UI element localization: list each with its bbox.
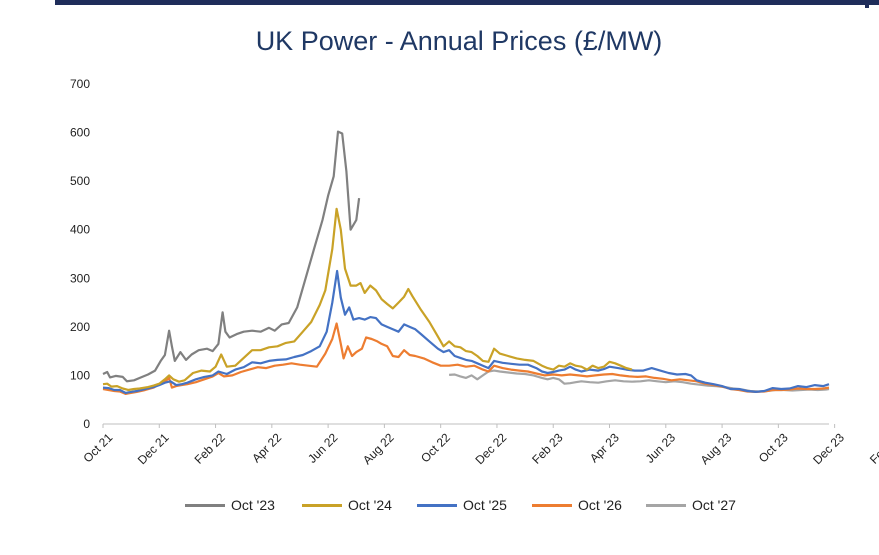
series-lines xyxy=(102,130,830,395)
y-tick-label: 300 xyxy=(70,271,90,285)
x-tick-text: Aug 22 xyxy=(360,430,397,467)
x-tick-label: Oct 22 xyxy=(418,430,453,465)
x-tick-label: Aug 22 xyxy=(360,430,397,467)
x-tick-text: Aug 23 xyxy=(698,430,735,467)
series-line-oct-26 xyxy=(102,322,830,395)
x-tick-text: Oct 23 xyxy=(756,430,791,465)
y-tick-label: 200 xyxy=(70,320,90,334)
x-tick-label: Dec 22 xyxy=(473,430,510,467)
chart-title: UK Power - Annual Prices (£/MW) xyxy=(255,26,663,56)
legend-swatch xyxy=(417,503,457,507)
x-tick-text: Dec 21 xyxy=(135,430,172,467)
y-tick-text: 0 xyxy=(83,417,90,431)
series-line-oct-24 xyxy=(102,207,633,392)
legend-swatch xyxy=(302,503,342,507)
x-tick-text: Oct 22 xyxy=(418,430,453,465)
y-tick-text: 600 xyxy=(70,126,90,140)
y-tick-label: 700 xyxy=(70,77,90,91)
x-tick-text: Apr 22 xyxy=(249,430,284,465)
x-tick-label: Feb 22 xyxy=(192,430,229,467)
x-tick-label: Feb 23 xyxy=(529,430,566,467)
x-tick-label: Jun 23 xyxy=(643,430,679,466)
legend-label: Oct '26 xyxy=(578,497,622,513)
legend: Oct '23 Oct '24 Oct '25 Oct '26 Oct '27 xyxy=(0,495,879,515)
x-tick-label: Apr 22 xyxy=(249,430,284,465)
x-tick-label: Feb 24 xyxy=(867,430,879,467)
x-tick-text: Feb 23 xyxy=(529,430,566,467)
y-tick-text: 500 xyxy=(70,174,90,188)
legend-swatch xyxy=(185,503,225,507)
x-tick-text: Feb 24 xyxy=(867,430,879,467)
legend-item: Oct '24 xyxy=(302,495,392,515)
legend-swatch xyxy=(532,503,572,507)
y-tick-label: 400 xyxy=(70,223,90,237)
x-tick-text: Apr 23 xyxy=(587,430,622,465)
y-tick-label: 600 xyxy=(70,126,90,140)
x-tick-label: Apr 23 xyxy=(587,430,622,465)
legend-label: Oct '24 xyxy=(348,497,392,513)
legend-item: Oct '27 xyxy=(646,495,736,515)
y-tick-text: 200 xyxy=(70,320,90,334)
x-tick-text: Jun 22 xyxy=(305,430,341,466)
series-line-oct-23 xyxy=(102,130,361,383)
y-tick-text: 100 xyxy=(70,368,90,382)
legend-item: Oct '23 xyxy=(185,495,275,515)
x-tick-text: Dec 22 xyxy=(473,430,510,467)
y-tick-label: 100 xyxy=(70,368,90,382)
x-tick-text: Oct 21 xyxy=(80,430,115,465)
top-rule-tick xyxy=(865,5,869,8)
y-tick-text: 700 xyxy=(70,77,90,91)
y-tick-text: 400 xyxy=(70,223,90,237)
x-tick-label: Oct 23 xyxy=(756,430,791,465)
legend-item: Oct '25 xyxy=(417,495,507,515)
x-tick-text: Feb 22 xyxy=(192,430,229,467)
x-tick-text: Jun 23 xyxy=(643,430,679,466)
legend-label: Oct '27 xyxy=(692,497,736,513)
top-rule xyxy=(55,0,879,5)
x-tick-label: Aug 23 xyxy=(698,430,735,467)
x-tick-text: Dec 23 xyxy=(810,430,847,467)
x-tick-label: Jun 22 xyxy=(305,430,341,466)
x-tick-label: Dec 21 xyxy=(135,430,172,467)
x-tick-label: Dec 23 xyxy=(810,430,847,467)
y-tick-label: 0 xyxy=(83,417,90,431)
x-tick-label: Oct 21 xyxy=(80,430,115,465)
legend-label: Oct '25 xyxy=(463,497,507,513)
series-line-oct-25 xyxy=(102,269,830,394)
y-axis-ticks: 0 100 200 300 400 500 600 700 xyxy=(70,77,90,431)
legend-item: Oct '26 xyxy=(532,495,622,515)
x-axis-ticks: Oct 21 Dec 21 Feb 22 Apr 22 Jun 22 Aug 22 Oct … xyxy=(80,424,879,467)
legend-label: Oct '23 xyxy=(231,497,275,513)
y-tick-label: 500 xyxy=(70,174,90,188)
y-tick-text: 300 xyxy=(70,271,90,285)
legend-swatch xyxy=(646,503,686,507)
